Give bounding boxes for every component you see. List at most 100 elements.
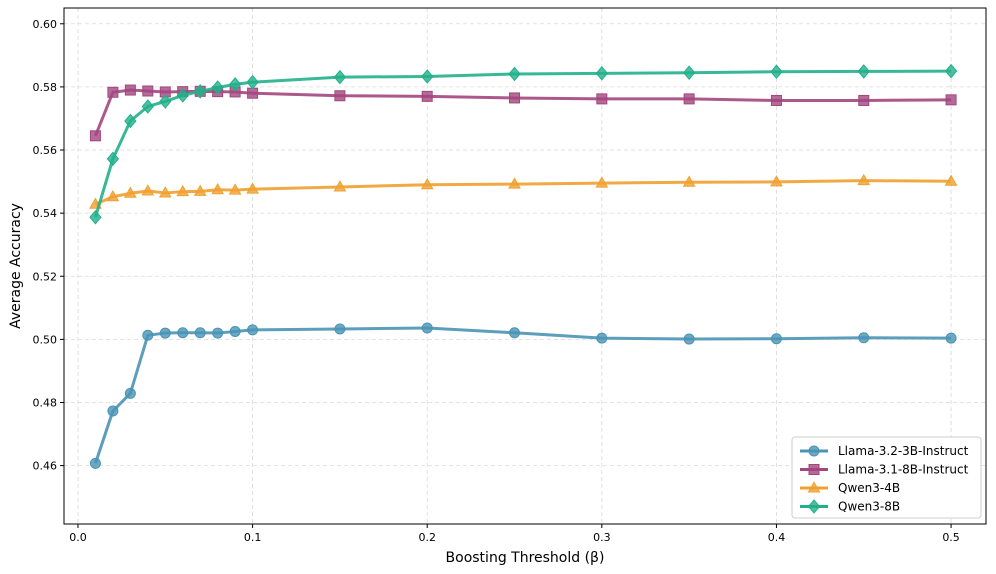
data-point <box>176 88 189 103</box>
data-point <box>193 184 207 196</box>
data-point <box>247 87 259 99</box>
x-tick-label: 0.4 <box>768 531 786 544</box>
data-point <box>142 329 154 341</box>
x-tick-label: 0.5 <box>942 531 960 544</box>
data-point <box>159 94 172 109</box>
y-tick-label: 0.60 <box>33 18 58 31</box>
data-point <box>123 186 137 198</box>
legend: Llama-3.2-3B-Instruct Llama-3.1-8B-Instru… <box>791 436 982 519</box>
data-point <box>595 66 608 81</box>
data-point <box>944 63 958 79</box>
legend-marker <box>808 445 820 457</box>
y-tick-label: 0.48 <box>33 396 58 409</box>
legend-marker <box>807 481 821 493</box>
data-point <box>858 332 870 344</box>
data-point <box>596 332 608 344</box>
legend-box <box>791 436 982 519</box>
y-tick-label: 0.52 <box>33 270 58 283</box>
data-point <box>229 325 241 337</box>
data-point <box>508 177 521 189</box>
legend-label: Llama-3.2-3B-Instruct <box>838 444 969 458</box>
data-point <box>508 66 521 82</box>
data-point <box>334 323 346 335</box>
data-point <box>944 174 958 186</box>
legend-label: Qwen3-4B <box>838 481 900 495</box>
series-layer <box>89 63 958 469</box>
data-point <box>159 327 171 339</box>
legend-item: Qwen3-8B <box>800 499 900 514</box>
data-point <box>107 86 119 98</box>
data-point <box>142 85 154 97</box>
legend-label: Qwen3-8B <box>838 500 900 514</box>
data-point <box>176 184 190 197</box>
data-point <box>421 322 433 334</box>
data-point <box>158 186 172 198</box>
data-point <box>141 184 155 196</box>
legend-marker <box>807 499 821 514</box>
x-axis-ticks: 0.0 0.1 0.2 0.3 0.4 0.5 <box>69 524 960 544</box>
legend-item: Llama-3.1-8B-Instruct <box>800 463 969 477</box>
data-point <box>194 84 207 99</box>
legend-label: Llama-3.1-8B-Instruct <box>838 463 969 477</box>
legend-item: Qwen3-4B <box>800 481 900 495</box>
data-point <box>595 176 609 188</box>
data-point <box>683 333 695 345</box>
data-point <box>211 80 224 95</box>
series-Qwen3-4B <box>89 173 958 209</box>
data-point <box>124 387 136 399</box>
data-point <box>106 189 120 202</box>
data-point <box>333 180 347 192</box>
data-point <box>107 405 119 417</box>
data-point <box>141 99 154 114</box>
data-point <box>228 77 242 92</box>
data-point <box>770 94 782 106</box>
plot-area-frame <box>63 7 987 525</box>
data-point <box>421 90 433 102</box>
x-tick-label: 0.0 <box>69 531 87 544</box>
data-point <box>89 130 101 142</box>
data-point <box>857 173 871 186</box>
data-point <box>89 209 102 225</box>
x-tick-label: 0.3 <box>593 531 611 544</box>
y-tick-label: 0.56 <box>33 144 58 157</box>
x-axis-title: Boosting Threshold (β) <box>446 550 605 566</box>
x-tick-label: 0.1 <box>244 531 262 544</box>
data-point <box>770 64 783 80</box>
legend-item: Llama-3.2-3B-Instruct <box>800 444 969 458</box>
data-point <box>770 175 783 187</box>
data-point <box>124 84 136 96</box>
series-line <box>94 326 952 464</box>
data-point <box>212 327 224 339</box>
y-axis-ticks: 0.46 0.48 0.50 0.52 0.54 0.56 0.58 0.60 <box>33 18 64 473</box>
data-point <box>177 327 189 339</box>
data-point <box>246 182 259 194</box>
legend-marker <box>808 464 820 475</box>
series-Llama-3.2-3B-Instruct <box>89 322 957 469</box>
y-tick-label: 0.58 <box>33 81 58 94</box>
data-point <box>334 90 346 102</box>
data-point <box>682 65 696 80</box>
data-point <box>421 69 434 84</box>
data-point <box>246 74 259 90</box>
data-point <box>509 92 521 104</box>
data-point <box>420 177 434 190</box>
x-tick-label: 0.2 <box>418 531 436 544</box>
data-point <box>124 113 137 129</box>
data-point <box>228 183 242 195</box>
data-point <box>89 457 101 469</box>
data-point <box>770 333 782 345</box>
data-point <box>945 94 957 106</box>
data-point <box>858 94 870 106</box>
data-point <box>683 93 695 105</box>
data-point <box>682 175 696 187</box>
data-point <box>106 151 120 167</box>
y-tick-label: 0.46 <box>33 460 58 473</box>
data-point <box>509 327 521 339</box>
y-tick-label: 0.50 <box>33 333 58 346</box>
data-point <box>333 69 347 85</box>
data-point <box>211 183 225 195</box>
data-point <box>247 324 259 336</box>
data-point <box>194 327 206 339</box>
series-Qwen3-8B <box>89 63 958 225</box>
